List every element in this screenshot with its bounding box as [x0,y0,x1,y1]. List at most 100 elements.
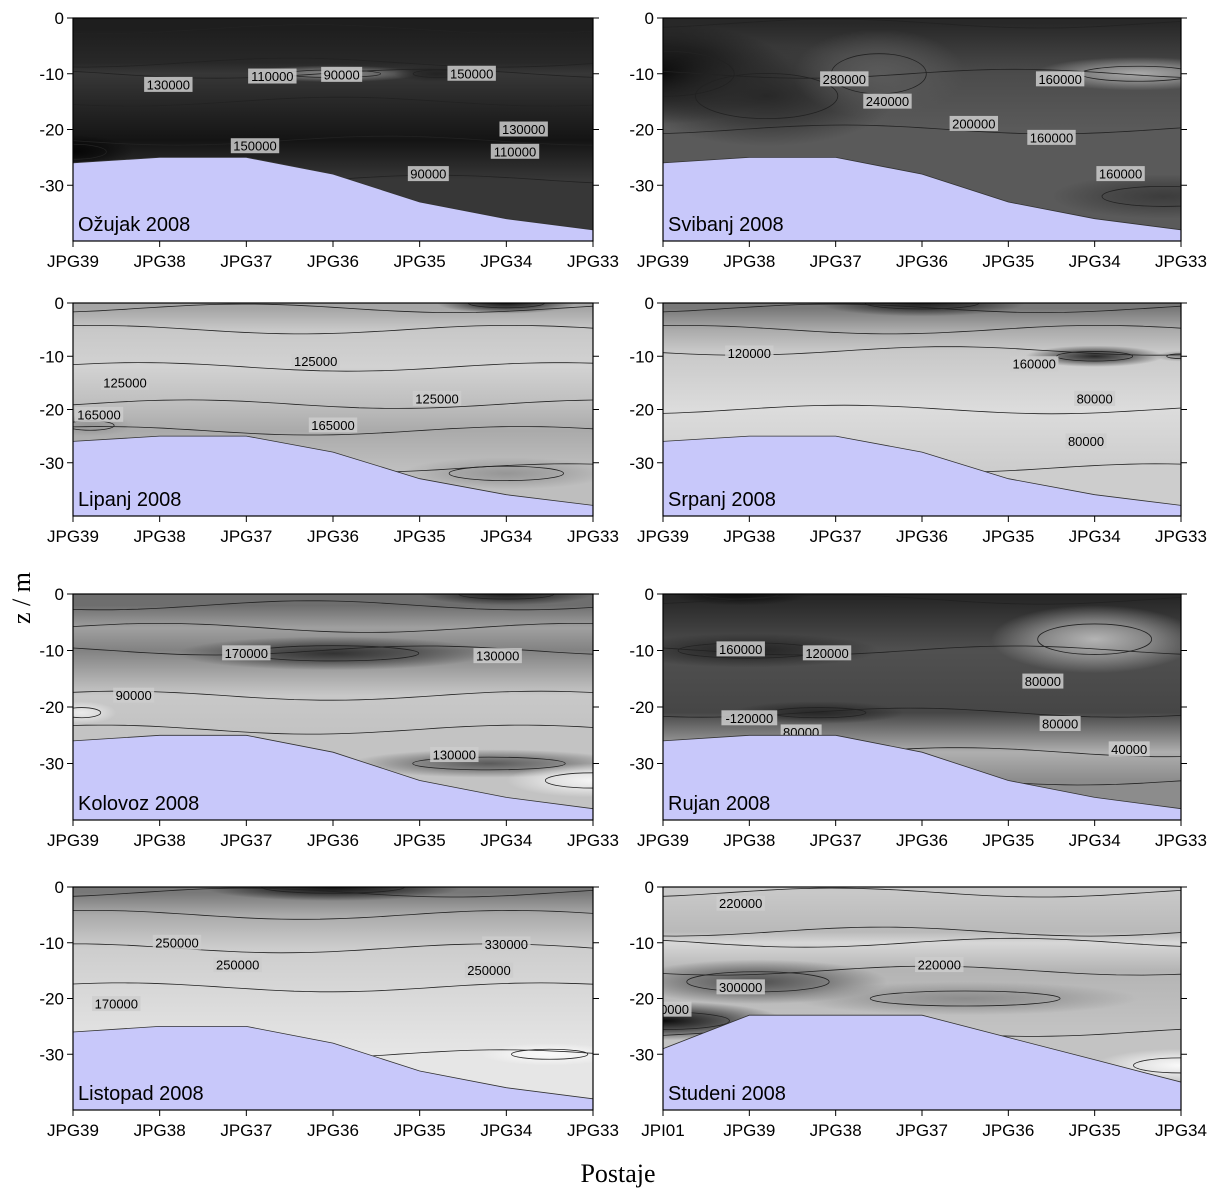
x-tick-label: JPG38 [810,1121,862,1140]
contour-label: 110000 [251,69,293,84]
seabed-area [663,734,1181,820]
x-tick-label: JPG33 [1155,527,1207,546]
contour-line [73,399,593,409]
panel-title: Studeni 2008 [668,1083,786,1105]
contour-line [73,57,593,68]
y-tick-label: -30 [39,755,64,774]
x-tick-label: JPG37 [220,252,272,271]
x-tick-label: JPG39 [47,527,99,546]
contour-ring [663,1011,730,1030]
y-tick-label: 0 [645,294,654,313]
x-tick-label: JPG36 [896,252,948,271]
x-tick-label: JPG33 [567,831,619,850]
x-tick-label: JPG33 [567,252,619,271]
y-tick-label: -30 [629,176,654,195]
contour-label: 460000 [646,1002,689,1017]
panel-title: Lipanj 2008 [78,489,181,511]
y-tick-label: -10 [39,934,64,953]
contour-line [73,325,593,335]
y-tick-label: -30 [39,1045,64,1064]
x-tick-label: JPG36 [307,527,359,546]
y-tick-label: -30 [39,454,64,473]
y-tick-label: -30 [39,176,64,195]
contour-label: 80000 [1077,391,1113,406]
contour-line [73,724,593,735]
contour-label-bg [144,76,193,92]
contour-line [663,18,1181,29]
contour-ring [412,756,566,771]
x-tick-label: JPG38 [134,527,186,546]
contour-ring [694,73,839,120]
x-tick-label: JPG36 [982,1121,1034,1140]
concentration-patch [437,303,576,314]
panel-4: 120000 160000 80000 80000 0 -10 -20 -30 JPG39 JPG… [629,294,1207,546]
contour-label-bg [1035,71,1085,87]
contour-ring [1101,185,1181,207]
contour-label: 330000 [485,937,528,952]
contour-ring [458,594,555,600]
x-tick-label: JPG39 [637,527,689,546]
y-axis-title: z / m [7,572,36,624]
y-tick-label: -10 [39,347,64,366]
contour-label-bg [1010,356,1059,372]
concentration-patch [1051,174,1181,219]
contour-line [73,909,593,920]
concentration-patch [402,457,593,490]
panel-6: 160000 12000080000-1200008000080000400000… [629,585,1207,850]
contour-ring [864,303,980,310]
panel-group: 130000 110000 90000 150000 150000 130000 11000… [39,9,1207,1140]
contour-line [663,404,1181,415]
x-tick-label: JPG33 [1155,831,1207,850]
contour-label: 165000 [77,407,120,422]
seabed-area [663,435,1181,516]
panel-title: Srpanj 2008 [668,489,776,511]
concentration-patch [419,594,593,606]
contour-labels: 170000 130000 90000 130000 [113,645,522,763]
contour-line [73,600,593,611]
contour-label: 130000 [433,748,476,763]
contour-labels: 125000 125000 125000 165000 165000 [74,353,462,433]
contour-labels: 220000 220000 300000 460000 [646,895,964,1017]
concentration-patch [818,303,1026,317]
panel-3: 125000 125000 125000 165000 165000 0 -10 -20 -30… [39,294,619,546]
contour-line [663,124,1181,135]
panel-title: Listopad 2008 [78,1083,204,1105]
concentration-patch [203,887,463,901]
contour-label: 90000 [116,688,152,703]
contour-label-bg [1065,433,1107,449]
contour-labels: 120000 160000 80000 80000 [725,345,1116,449]
contour-label-bg [1096,166,1145,182]
field-plot: 130000 110000 90000 150000 150000 130000 11000… [73,18,593,241]
y-tick-label: 0 [645,9,654,28]
x-tick-label: JPG34 [480,252,532,271]
contour-label: 250000 [155,935,198,950]
x-tick-label: JPG37 [220,527,272,546]
y-tick-label: 0 [55,585,64,604]
contour-label-bg [464,962,514,978]
x-tick-label: JPI01 [641,1121,684,1140]
x-tick-label: JPG38 [134,1121,186,1140]
y-tick-label: -20 [629,698,654,717]
y-tick-label: -10 [629,934,654,953]
panel-7: 250000 330000 250000 250000 170000 0 -10 -20 -30… [39,878,619,1140]
contour-lines [663,18,1181,207]
y-tick-label: 0 [55,294,64,313]
x-tick-label: JPG38 [134,831,186,850]
contour-line [663,594,1181,605]
y-tick-label: -20 [39,990,64,1009]
x-tick-label: JPG39 [47,1121,99,1140]
field-plot: 220000 220000 300000 460000 [646,887,1181,1110]
x-tick-label: JPG37 [220,831,272,850]
y-tick-label: -20 [39,401,64,420]
seabed-area [73,1026,593,1110]
contour-label-bg [663,1001,692,1017]
y-tick-label: 0 [55,878,64,897]
contour-label: 250000 [467,963,510,978]
panel-1: 130000 110000 90000 150000 150000 130000 11000… [39,9,619,271]
x-tick-label: JPG35 [1069,1121,1121,1140]
panel-5: 170000 130000 90000 130000 0 -10 -20 -30 JPG39 JP… [39,585,619,850]
contour-label: 130000 [147,77,190,92]
